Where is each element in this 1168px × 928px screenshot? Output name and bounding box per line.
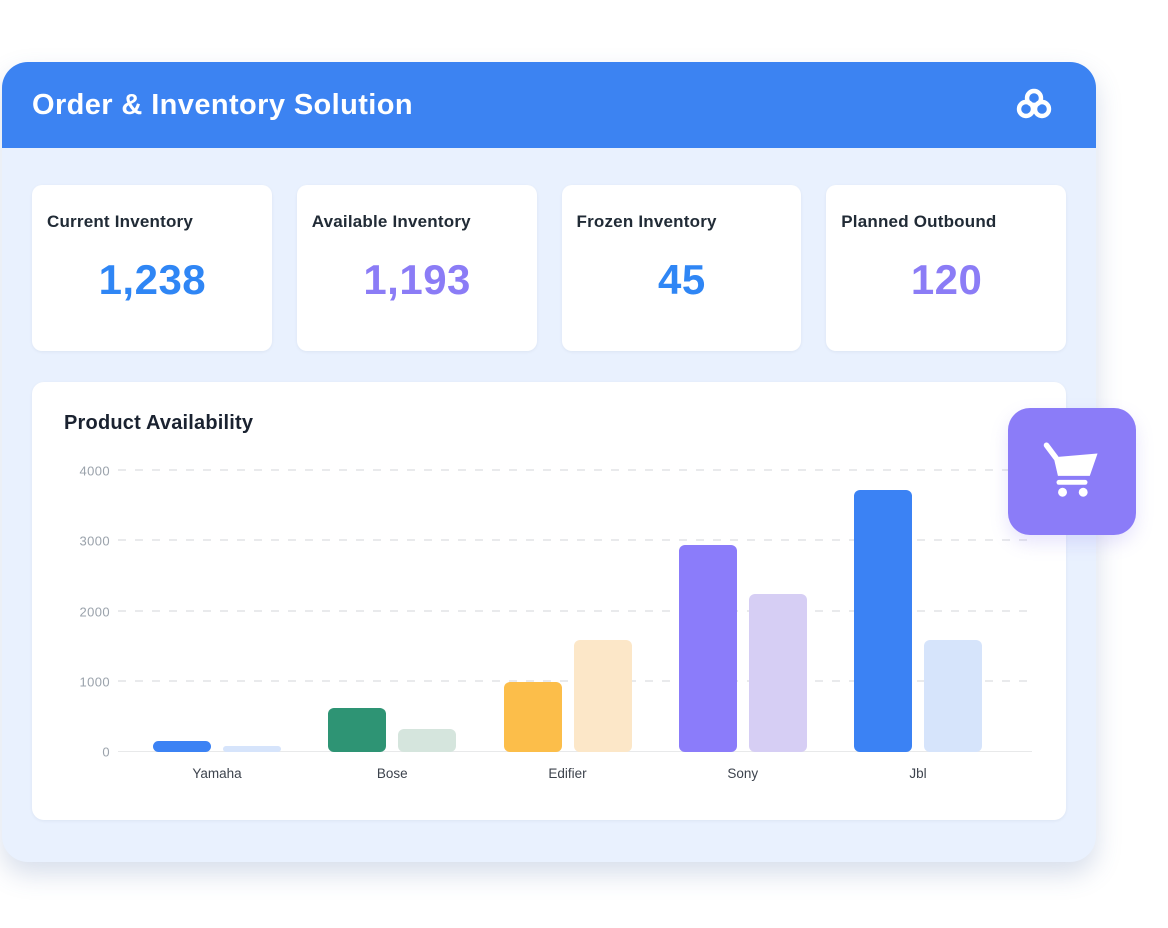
plot-area — [118, 469, 1032, 752]
bar-edifier-secondary — [573, 639, 632, 752]
y-axis: 0 1000 2000 3000 4000 — [64, 464, 110, 760]
bar-group-bose — [328, 708, 457, 752]
bar-jbl-primary — [854, 489, 912, 752]
x-axis-label-jbl: Jbl — [909, 766, 927, 781]
bar-yamaha-secondary — [223, 746, 281, 752]
bar-group-sony — [678, 544, 807, 752]
bar-jbl-secondary — [924, 639, 982, 752]
gridline-0 — [118, 751, 1032, 752]
knot-cloud-logo-icon — [1014, 88, 1054, 122]
chart-title: Product Availability — [64, 412, 254, 434]
x-axis-label-bose: Bose — [376, 766, 408, 781]
stat-card-planned-outbound: Planned Outbound 120 — [826, 185, 1066, 351]
app-container: Order & Inventory Solution Current Inven… — [2, 62, 1096, 862]
x-axis-label-yamaha: Yamaha — [192, 766, 242, 781]
cart-button[interactable] — [1008, 408, 1136, 535]
bar-sony-primary — [678, 544, 737, 752]
y-axis-label: 1000 — [79, 674, 110, 690]
bar-bose-primary — [328, 708, 387, 752]
y-axis-label: 3000 — [79, 533, 110, 549]
stat-card-current-inventory: Current Inventory 1,238 — [32, 185, 272, 351]
stat-value: 45 — [658, 256, 706, 303]
bar-edifier-primary — [503, 681, 562, 752]
app-header: Order & Inventory Solution — [2, 62, 1096, 148]
stat-card-available-inventory: Available Inventory 1,193 — [296, 185, 537, 351]
gridline-4000 — [118, 469, 1032, 471]
stat-label: Current Inventory — [47, 212, 194, 231]
bar-yamaha-primary — [153, 741, 211, 752]
stat-value: 1,238 — [98, 256, 207, 303]
gridline-2000 — [118, 609, 1032, 612]
shopping-cart-icon — [1037, 436, 1107, 507]
stat-value: 120 — [910, 256, 983, 303]
bar-group-jbl — [854, 489, 982, 752]
x-axis-label-sony: Sony — [727, 766, 759, 781]
stat-label: Planned Outbound — [841, 212, 997, 231]
bar-group-yamaha — [153, 741, 281, 752]
bar-bose-secondary — [398, 728, 457, 752]
stats-row: Current Inventory 1,238 Available Invent… — [32, 185, 1066, 351]
x-axis: Yamaha Bose Edifier Sony Jbl — [118, 752, 1032, 781]
app-title: Order & Inventory Solution — [32, 88, 413, 121]
stat-label: Available Inventory — [311, 212, 471, 231]
stat-card-frozen-inventory: Frozen Inventory 45 — [561, 185, 802, 351]
bar-sony-secondary — [748, 593, 807, 752]
bar-chart: 0 1000 2000 3000 4000 — [64, 464, 1032, 760]
stat-value: 1,193 — [363, 256, 471, 303]
gridline-3000 — [118, 539, 1032, 542]
chart-card: Product Availability 0 1000 2000 3000 4000 Y… — [32, 382, 1066, 820]
bar-group-edifier — [503, 639, 632, 752]
stat-label: Frozen Inventory — [576, 212, 717, 231]
x-axis-label-edifier: Edifier — [548, 766, 587, 781]
bars-row — [118, 489, 1032, 752]
y-axis-label: 2000 — [79, 604, 110, 619]
y-axis-label: 0 — [102, 744, 110, 760]
y-axis-label: 4000 — [79, 463, 110, 479]
